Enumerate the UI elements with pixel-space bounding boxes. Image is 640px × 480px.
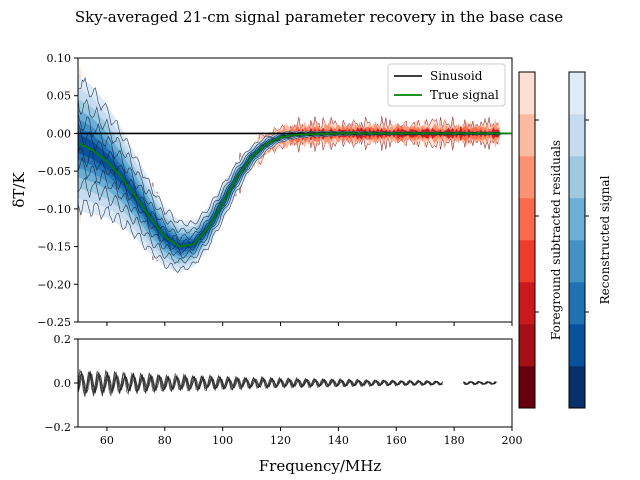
x-tick-label: 140: [328, 434, 349, 447]
chart-title: Sky-averaged 21-cm signal parameter reco…: [75, 8, 563, 26]
signal-colorbar-segment: [569, 114, 585, 157]
residual-colorbar-segment: [519, 156, 535, 199]
colorbar-signal: [568, 71, 589, 409]
x-axis-label: Frequency/MHz: [259, 457, 382, 475]
top-y-tick-label: −0.25: [37, 316, 71, 329]
signal-colorbar-frame: [568, 71, 586, 409]
signal-colorbar-segment: [569, 240, 585, 283]
x-tick-label: 160: [386, 434, 407, 447]
residual-envelope-traces: [78, 369, 497, 398]
bottom-panel: −0.2 0.0 0.2 60 80 100 120 140 160 180 200 Freque…: [44, 333, 522, 475]
top-y-axis: −0.25 −0.20 −0.15 −0.10 −0.05 0.00 0.05 0.10: [37, 52, 78, 329]
top-x-ticks: [106, 322, 513, 326]
x-tick-label: 200: [502, 434, 523, 447]
top-panel: −0.25 −0.20 −0.15 −0.10 −0.05 0.00 0.05 0.10 δT…: [10, 52, 513, 329]
colorbar-residuals: [518, 71, 539, 409]
top-y-tick-label: 0.10: [47, 52, 72, 65]
colorbar-residuals-label: Foreground subtracted residuals: [549, 140, 563, 340]
top-y-tick-label: −0.15: [37, 241, 71, 254]
top-y-tick-label: −0.20: [37, 278, 71, 291]
signal-contour-line: [78, 134, 501, 273]
x-tick-label: 80: [158, 434, 172, 447]
residual-colorbar-segment: [519, 198, 535, 241]
top-y-tick-label: −0.10: [37, 203, 71, 216]
true-signal-line: [78, 132, 512, 248]
bottom-y-axis: −0.2 0.0 0.2: [44, 333, 78, 434]
signal-colorbar-segment: [569, 282, 585, 325]
signal-colorbar-segment: [569, 156, 585, 199]
residual-colorbar-frame: [518, 71, 536, 409]
x-tick-label: 180: [444, 434, 465, 447]
residual-colorbar-segment: [519, 240, 535, 283]
signal-colorbar-segment: [569, 366, 585, 409]
signal-colorbar-segment: [569, 198, 585, 241]
x-tick-label: 60: [100, 434, 114, 447]
top-y-tick-label: −0.05: [37, 165, 71, 178]
x-tick-label: 100: [212, 434, 233, 447]
top-y-tick-label: 0.00: [47, 127, 72, 140]
residual-colorbar-segment: [519, 72, 535, 115]
signal-colorbar-segment: [569, 72, 585, 115]
signal-contour-line: [78, 98, 501, 234]
residual-envelope-trace: [78, 369, 497, 398]
signal-contour-line: [78, 76, 501, 227]
residual-colorbar-segment: [519, 366, 535, 409]
top-y-tick-label: 0.05: [47, 90, 72, 103]
legend-sinusoid-label: Sinusoid: [430, 69, 483, 83]
top-plot-frame: [77, 57, 513, 323]
x-tick-label: 120: [270, 434, 291, 447]
y-axis-label: δT/K: [10, 172, 28, 208]
bottom-y-tick-label: 0.2: [54, 333, 72, 346]
bottom-y-tick-label: −0.2: [44, 421, 71, 434]
legend-true-signal-label: True signal: [430, 88, 499, 102]
residual-colorbar-segment: [519, 114, 535, 157]
residual-colorbar-segment: [519, 324, 535, 367]
x-axis: 60 80 100 120 140 160 180 200: [100, 427, 523, 447]
legend: Sinusoid True signal: [387, 63, 506, 107]
bottom-y-tick-label: 0.0: [54, 377, 72, 390]
signal-colorbar-segment: [569, 324, 585, 367]
colorbar-signal-label: Reconstructed signal: [598, 175, 612, 304]
residual-colorbar-segment: [519, 282, 535, 325]
